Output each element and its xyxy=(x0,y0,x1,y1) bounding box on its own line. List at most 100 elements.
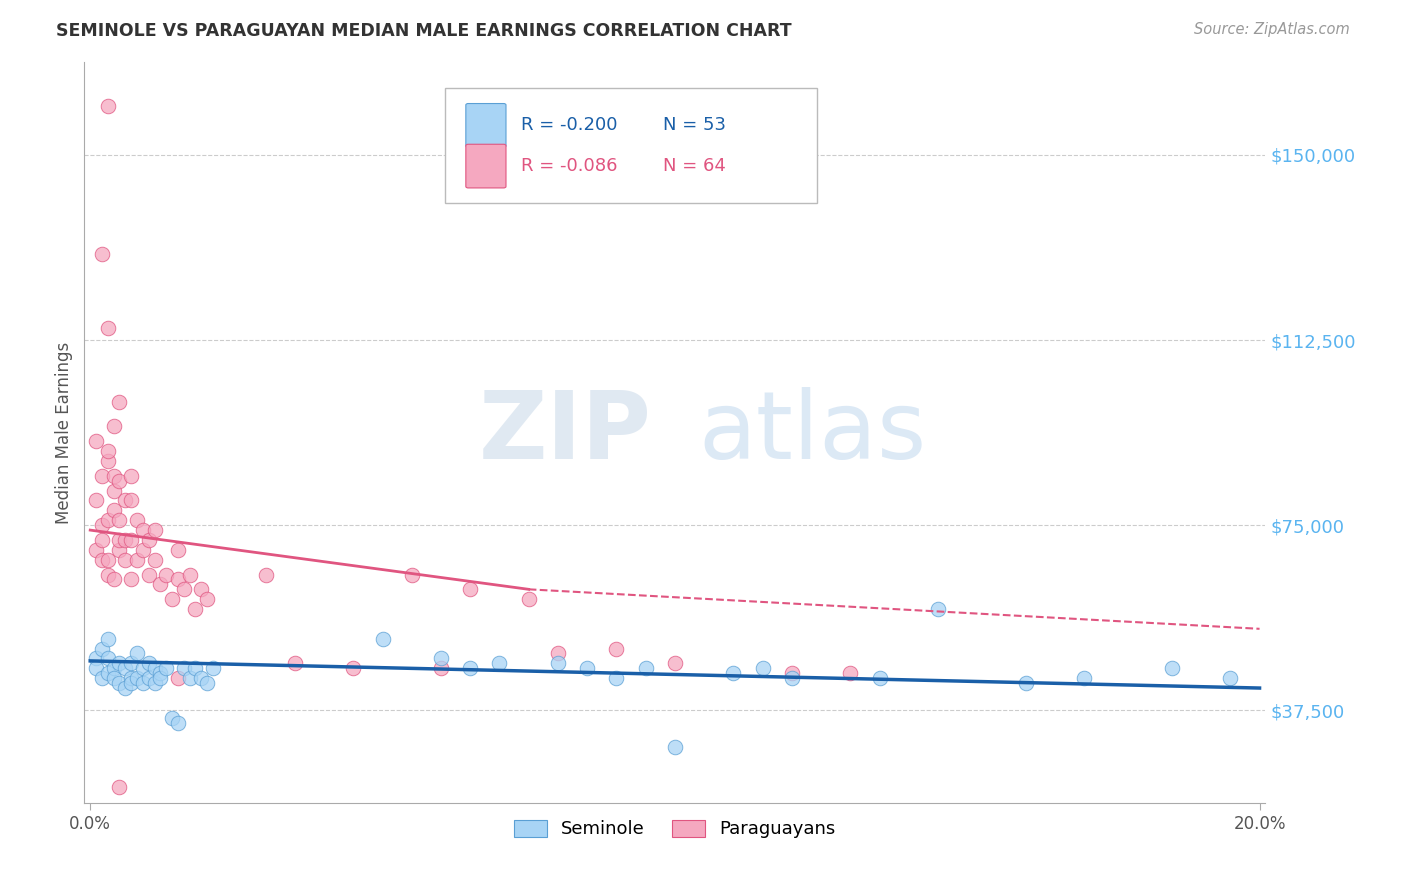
Point xyxy=(97,98,120,112)
Point xyxy=(167,573,190,587)
Point xyxy=(132,542,155,557)
Point xyxy=(1015,676,1038,690)
Point xyxy=(120,676,142,690)
Point xyxy=(132,676,155,690)
Point xyxy=(1219,671,1241,685)
Point xyxy=(1160,661,1182,675)
Point xyxy=(149,666,172,681)
Point xyxy=(143,523,166,537)
Point xyxy=(120,573,142,587)
Point xyxy=(488,657,510,671)
Point xyxy=(371,632,394,646)
Point xyxy=(517,592,540,607)
Point xyxy=(195,676,218,690)
Legend: Seminole, Paraguayans: Seminole, Paraguayans xyxy=(508,813,842,846)
Point xyxy=(254,567,277,582)
Point xyxy=(605,641,627,656)
Point xyxy=(780,666,803,681)
Point xyxy=(160,711,183,725)
Point xyxy=(723,666,745,681)
Point xyxy=(108,533,131,547)
Point xyxy=(125,513,148,527)
Point xyxy=(114,552,136,566)
Point xyxy=(125,552,148,566)
Point xyxy=(155,567,177,582)
Text: R = -0.200: R = -0.200 xyxy=(522,116,617,135)
Text: N = 64: N = 64 xyxy=(664,157,725,175)
Point xyxy=(605,671,627,685)
Point xyxy=(120,671,142,685)
Point xyxy=(108,513,131,527)
Point xyxy=(634,661,657,675)
Point xyxy=(90,533,112,547)
Point xyxy=(167,715,190,730)
Point xyxy=(97,454,120,468)
Point xyxy=(576,661,599,675)
Point xyxy=(179,671,201,685)
Point xyxy=(751,661,773,675)
Point xyxy=(97,651,120,665)
Point xyxy=(430,651,453,665)
Point xyxy=(284,657,307,671)
Point xyxy=(401,567,423,582)
Point xyxy=(167,671,190,685)
Point xyxy=(103,483,125,498)
Point xyxy=(114,661,136,675)
Point xyxy=(167,542,190,557)
Text: R = -0.086: R = -0.086 xyxy=(522,157,617,175)
Point xyxy=(103,503,125,517)
Point xyxy=(114,533,136,547)
Point xyxy=(839,666,862,681)
Point xyxy=(114,493,136,508)
Point xyxy=(97,513,120,527)
Point xyxy=(120,468,142,483)
Point xyxy=(90,552,112,566)
Point xyxy=(664,740,686,755)
Point xyxy=(149,577,172,591)
Point xyxy=(97,567,120,582)
Point xyxy=(108,676,131,690)
Point xyxy=(780,671,803,685)
Point xyxy=(184,602,207,616)
Point xyxy=(173,582,195,597)
Point xyxy=(103,661,125,675)
FancyBboxPatch shape xyxy=(465,145,506,188)
Point xyxy=(84,434,107,449)
Point xyxy=(108,474,131,488)
Text: Source: ZipAtlas.com: Source: ZipAtlas.com xyxy=(1194,22,1350,37)
Point xyxy=(125,647,148,661)
Point xyxy=(138,533,160,547)
Point xyxy=(173,661,195,675)
Point xyxy=(103,671,125,685)
Point xyxy=(143,552,166,566)
Point xyxy=(132,523,155,537)
Point xyxy=(179,567,201,582)
Point xyxy=(120,657,142,671)
Point xyxy=(547,647,569,661)
Point xyxy=(143,661,166,675)
FancyBboxPatch shape xyxy=(465,103,506,147)
Point xyxy=(160,592,183,607)
Point xyxy=(97,666,120,681)
Text: atlas: atlas xyxy=(699,386,927,479)
Point xyxy=(184,661,207,675)
Point xyxy=(108,394,131,409)
Point xyxy=(84,661,107,675)
Point xyxy=(103,419,125,434)
Point xyxy=(430,661,453,675)
Point xyxy=(132,661,155,675)
Text: SEMINOLE VS PARAGUAYAN MEDIAN MALE EARNINGS CORRELATION CHART: SEMINOLE VS PARAGUAYAN MEDIAN MALE EARNI… xyxy=(56,22,792,40)
Point xyxy=(1073,671,1095,685)
Point xyxy=(869,671,891,685)
Point xyxy=(927,602,949,616)
Point xyxy=(108,780,131,794)
Point xyxy=(97,320,120,334)
Text: N = 53: N = 53 xyxy=(664,116,725,135)
Point xyxy=(90,246,112,260)
Point xyxy=(125,671,148,685)
FancyBboxPatch shape xyxy=(444,88,817,203)
Point xyxy=(138,567,160,582)
Point xyxy=(138,657,160,671)
Point xyxy=(201,661,224,675)
Point xyxy=(84,542,107,557)
